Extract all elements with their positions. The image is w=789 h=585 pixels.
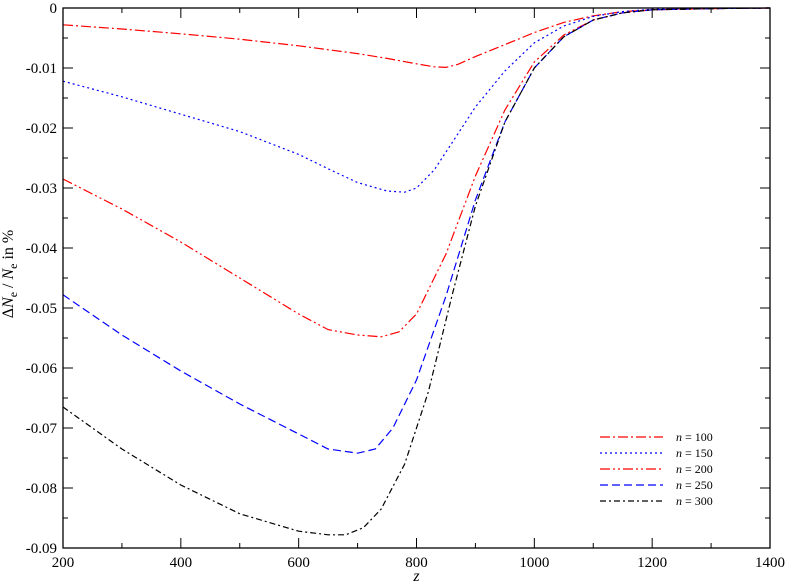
x-tick-label: 200 (52, 555, 75, 571)
plot-frame (62, 7, 771, 549)
y-tick-label: -0.01 (26, 61, 57, 77)
y-tick-label: -0.05 (26, 301, 57, 317)
y-tick-labels: 0 -0.01 -0.02 -0.03 -0.04 -0.05 -0.06 -0.07 -0.0… (26, 1, 58, 557)
legend-label: n = 300 (676, 494, 713, 508)
series-line (62, 7, 771, 454)
y-tick-label: -0.08 (26, 481, 57, 497)
y-axis-title: ΔNe / Ne in % (0, 230, 20, 319)
y-tick-label: -0.06 (26, 361, 58, 377)
y-axis-title-part: N (0, 268, 17, 281)
legend-label: n = 200 (676, 462, 713, 476)
x-tick-label: 600 (287, 555, 310, 571)
series-line (62, 7, 771, 338)
y-axis-title-part: e (6, 292, 20, 297)
y-tick-label: -0.03 (26, 181, 57, 197)
legend: n = 100 n = 150 n = 200 n = 250 n = 300 (600, 430, 713, 508)
legend-label: n = 250 (676, 478, 713, 492)
x-tick-label: 1200 (637, 555, 667, 571)
y-axis-title-part: N (0, 296, 17, 309)
x-tick-label: 800 (405, 555, 428, 571)
axis-ticks (62, 7, 771, 549)
x-axis-title: z (412, 568, 420, 585)
legend-label: n = 100 (676, 430, 713, 444)
y-tick-label: -0.04 (26, 241, 58, 257)
series-line (62, 7, 771, 193)
legend-label: n = 150 (676, 446, 713, 460)
y-tick-label: -0.09 (26, 541, 57, 557)
y-axis-title-part: / (0, 280, 17, 292)
x-tick-label: 1400 (755, 555, 785, 571)
x-tick-label: 400 (170, 555, 193, 571)
y-axis-title-part: Δ (0, 308, 17, 318)
y-axis-title-part: e (6, 264, 20, 269)
x-tick-labels: 200 400 600 800 1000 1200 1400 (52, 555, 785, 571)
y-tick-label: 0 (50, 1, 58, 17)
series-lines (62, 7, 771, 536)
y-tick-label: -0.02 (26, 121, 57, 137)
y-tick-label: -0.07 (26, 421, 58, 437)
x-tick-label: 1000 (519, 555, 549, 571)
y-axis-title-part: in % (0, 230, 17, 264)
series-line (62, 7, 771, 536)
